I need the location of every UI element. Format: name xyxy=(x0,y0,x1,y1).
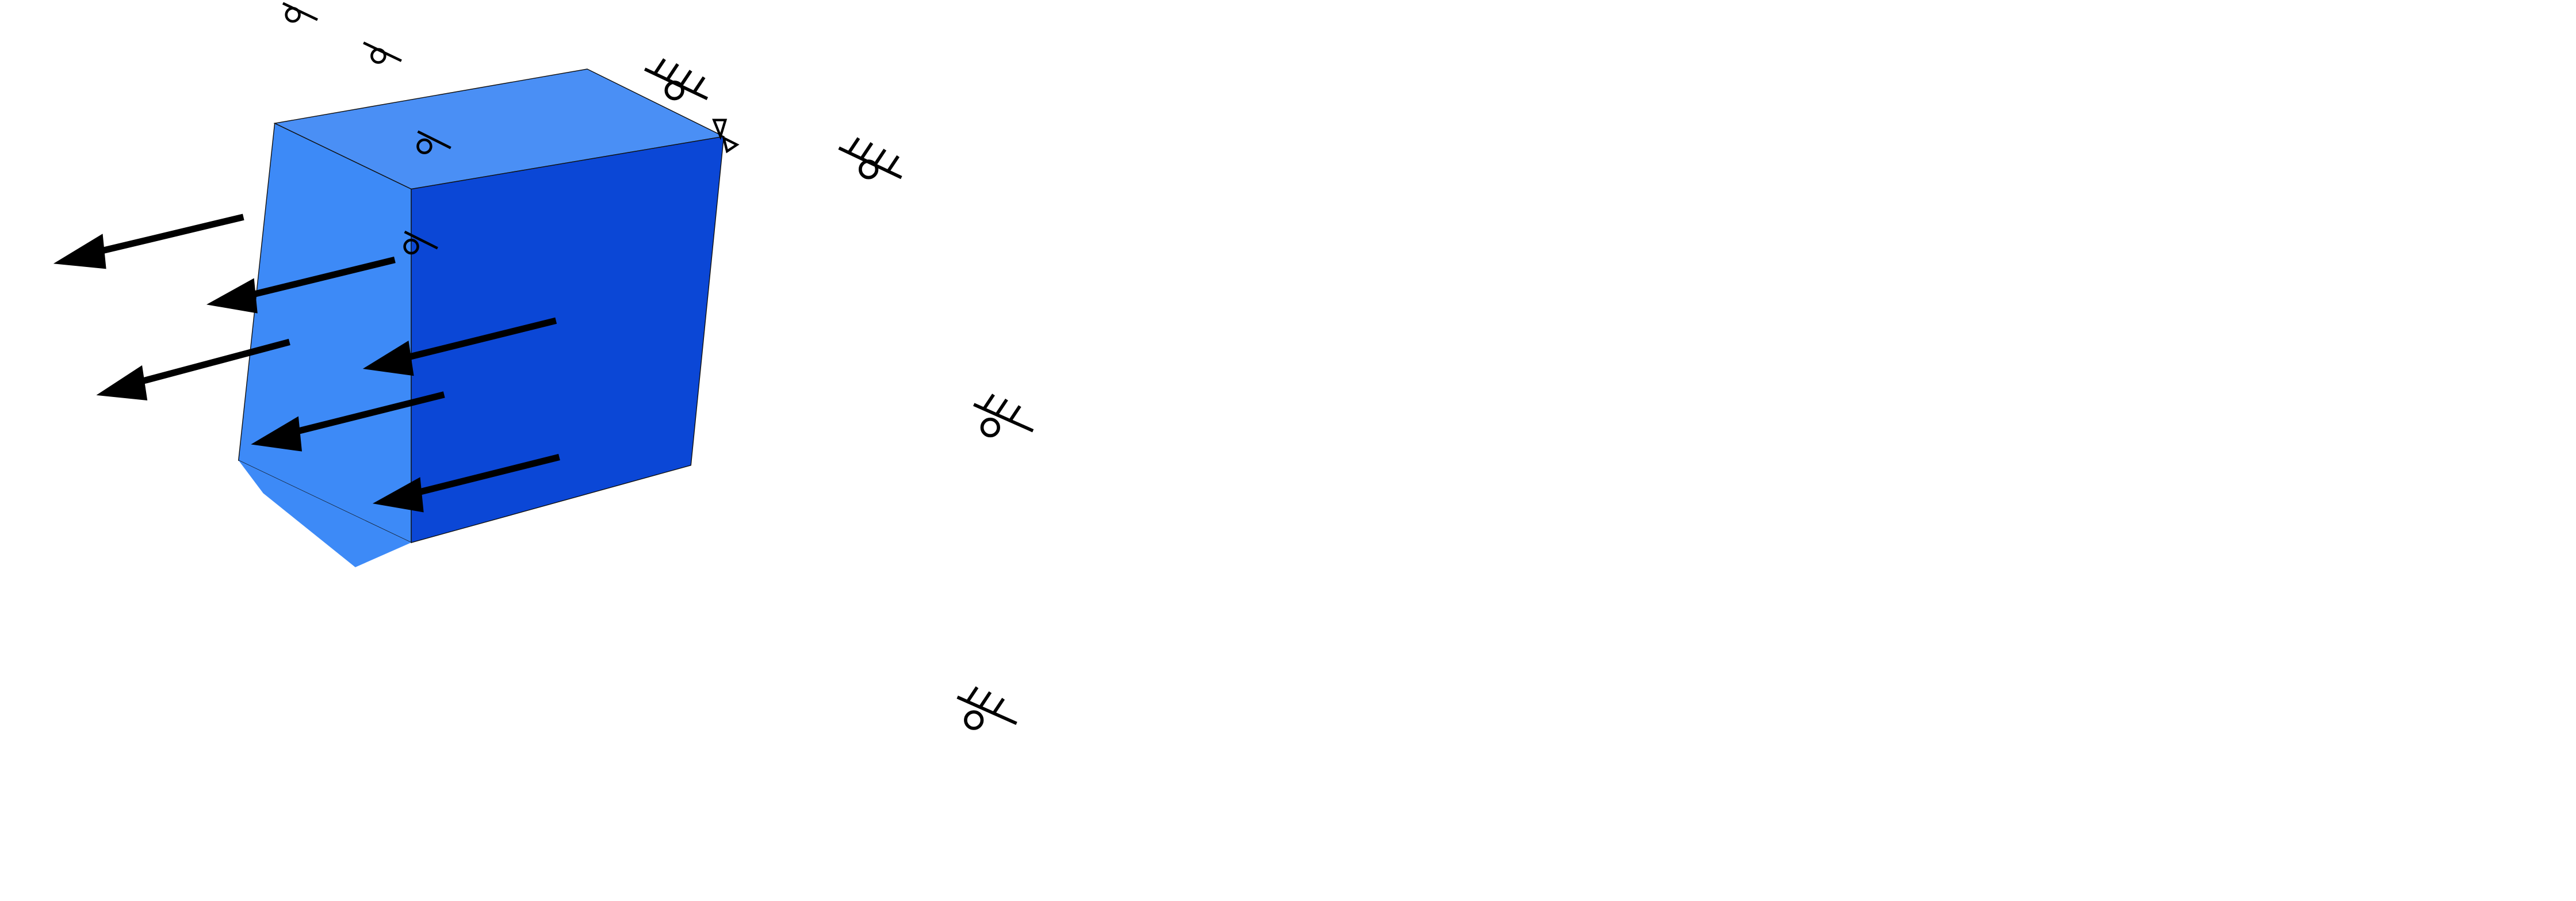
roller-support-icon xyxy=(956,686,1017,730)
cube-right-face xyxy=(411,136,725,543)
cube-bottom-wedge xyxy=(238,460,412,567)
roller-support-icon xyxy=(838,137,902,180)
roller-support-icon xyxy=(973,394,1034,438)
arrow-icon xyxy=(53,213,244,269)
roller-support-icon xyxy=(644,58,709,101)
load-arrows xyxy=(53,213,560,513)
panel-boundary-conditions xyxy=(53,2,1034,730)
arrow-icon xyxy=(362,317,557,376)
arrow-icon xyxy=(372,453,560,513)
pin-support-icon xyxy=(712,119,740,154)
support-icons-small xyxy=(282,2,451,255)
arrow-icon xyxy=(206,256,396,314)
roller-supports xyxy=(644,58,1034,730)
arrow-icon xyxy=(251,391,445,452)
arrow-icon xyxy=(96,338,290,401)
